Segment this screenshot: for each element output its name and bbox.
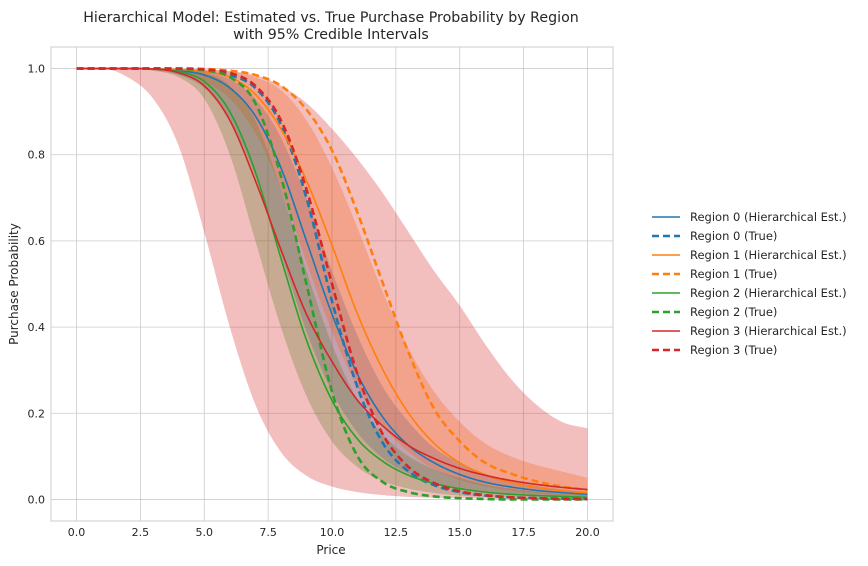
- y-tick-label: 0.8: [28, 149, 46, 162]
- grid: [51, 47, 613, 521]
- x-tick-label: 2.5: [132, 526, 150, 539]
- x-tick-label: 20.0: [575, 526, 600, 539]
- x-axis-label: Price: [316, 543, 345, 557]
- series-line-5: [76, 67, 588, 501]
- legend-label: Region 1 (True): [690, 267, 777, 281]
- legend-label: Region 0 (True): [690, 229, 777, 243]
- legend-label: Region 1 (Hierarchical Est.): [690, 248, 847, 262]
- series-lines: [76, 67, 588, 501]
- legend-label: Region 2 (Hierarchical Est.): [690, 286, 847, 300]
- y-tick-label: 0.2: [28, 407, 46, 420]
- x-tick-label: 7.5: [259, 526, 277, 539]
- credible-interval-band-region-2: [76, 68, 588, 500]
- series-line-6: [76, 67, 588, 491]
- x-tick-label: 17.5: [511, 526, 536, 539]
- x-tick-label: 0.0: [68, 526, 86, 539]
- legend-label: Region 3 (Hierarchical Est.): [690, 324, 847, 338]
- y-ticks: 0.0 0.2 0.4 0.6 0.8 1.0: [28, 63, 46, 507]
- x-tick-label: 10.0: [320, 526, 345, 539]
- x-ticks: 0.0 2.5 5.0 7.5 10.0 12.5 15.0 17.5 20.0: [68, 526, 600, 539]
- plot-frame: [50, 46, 614, 522]
- legend-label: Region 2 (True): [690, 305, 777, 319]
- x-tick-label: 12.5: [384, 526, 409, 539]
- legend: Region 0 (Hierarchical Est.) Region 0 (Tr…: [652, 210, 847, 357]
- chart-subtitle: with 95% Credible Intervals: [233, 27, 429, 43]
- series-line-1: [76, 67, 588, 501]
- legend-label: Region 0 (Hierarchical Est.): [690, 210, 847, 224]
- x-tick-label: 5.0: [196, 526, 214, 539]
- credible-interval-band-region-1: [76, 68, 588, 497]
- y-tick-label: 0.0: [28, 493, 46, 506]
- series-line-3: [76, 67, 588, 492]
- y-axis-label: Purchase Probability: [7, 223, 21, 345]
- y-tick-label: 0.4: [28, 321, 46, 334]
- series-line-7: [76, 67, 588, 501]
- chart-title: Hierarchical Model: Estimated vs. True P…: [83, 10, 579, 26]
- legend-label: Region 3 (True): [690, 343, 777, 357]
- y-tick-label: 1.0: [28, 63, 46, 76]
- y-tick-label: 0.6: [28, 235, 46, 248]
- x-tick-label: 15.0: [447, 526, 472, 539]
